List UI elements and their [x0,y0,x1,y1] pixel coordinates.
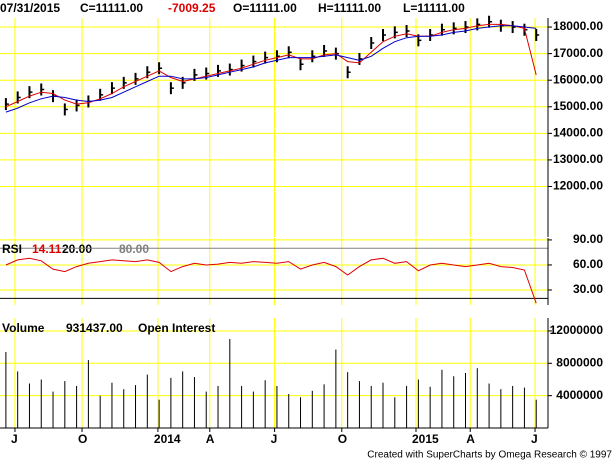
price-bar [134,72,139,85]
header-date: 07/31/2015 [0,1,60,15]
level-label: 20.00 [62,242,92,256]
y-tick-label: 4000000 [556,388,603,402]
volume-subtitle: Open Interest [138,321,215,335]
price-bar [440,23,445,36]
header-change: -7009.25 [168,1,216,15]
footer: Created with SuperCharts by Omega Resear… [367,450,612,461]
x-tick-label: J [11,432,18,446]
y-tick-label: 12000.00 [553,179,603,193]
x-tick-label: J [271,432,278,446]
header-open: O=11111.00 [233,1,297,15]
price-bar [252,55,257,68]
header-high: H=11111.00 [318,1,381,15]
volume-title: Volume [2,321,45,335]
price-bar [511,21,516,34]
price-bar [535,29,540,42]
price-bar [264,51,269,64]
volume-current: 931437.00 [66,321,123,335]
price-bar [311,50,316,63]
price-bar [287,46,292,59]
price-bar [158,62,163,75]
price-bar [110,82,115,95]
line [5,257,537,304]
price-bar [370,36,375,49]
price-bar [299,58,304,71]
y-tick-label: 13000.00 [553,152,603,166]
price-bar [488,15,493,28]
y-tick-label: 8000000 [556,355,603,369]
y-tick-label: 16000.00 [553,72,603,86]
plot-layer: 12000.00 13000.00 14000.00 15000.00 16000.00… [0,15,604,446]
y-tick-label: 30.00 [573,282,603,296]
price-bar [169,82,174,95]
x-tick-label: A [206,432,215,446]
price-bar [405,25,410,38]
y-tick-label: 18000.00 [553,19,603,33]
y-tick-label: 12000000 [550,323,604,337]
rsi-current: 14.11 [32,242,62,256]
price-bar [40,83,45,96]
y-tick-label: 90.00 [573,232,603,246]
y-tick-label: 15000.00 [553,99,603,113]
x-tick-label: 2014 [154,432,181,446]
header-close: C=11111.00 [80,1,143,15]
level-label: 80.00 [119,242,149,256]
price-bar [4,98,9,111]
y-tick-label: 60.00 [573,257,603,271]
x-tick-label: O [78,432,87,446]
line [5,25,537,113]
y-tick-label: 14000.00 [553,126,603,140]
x-tick-label: O [338,432,347,446]
price-bar [75,99,80,112]
price-bar [346,66,351,79]
header-low: L=11111.00 [403,1,465,15]
price-bar [382,29,387,42]
price-bar [228,63,233,76]
price-bar [63,103,68,116]
y-tick-label: 17000.00 [553,46,603,60]
x-tick-label: A [466,432,475,446]
x-tick-label: 2015 [412,432,439,446]
x-tick-label: J [531,432,538,446]
rsi-title: RSI [2,242,22,256]
